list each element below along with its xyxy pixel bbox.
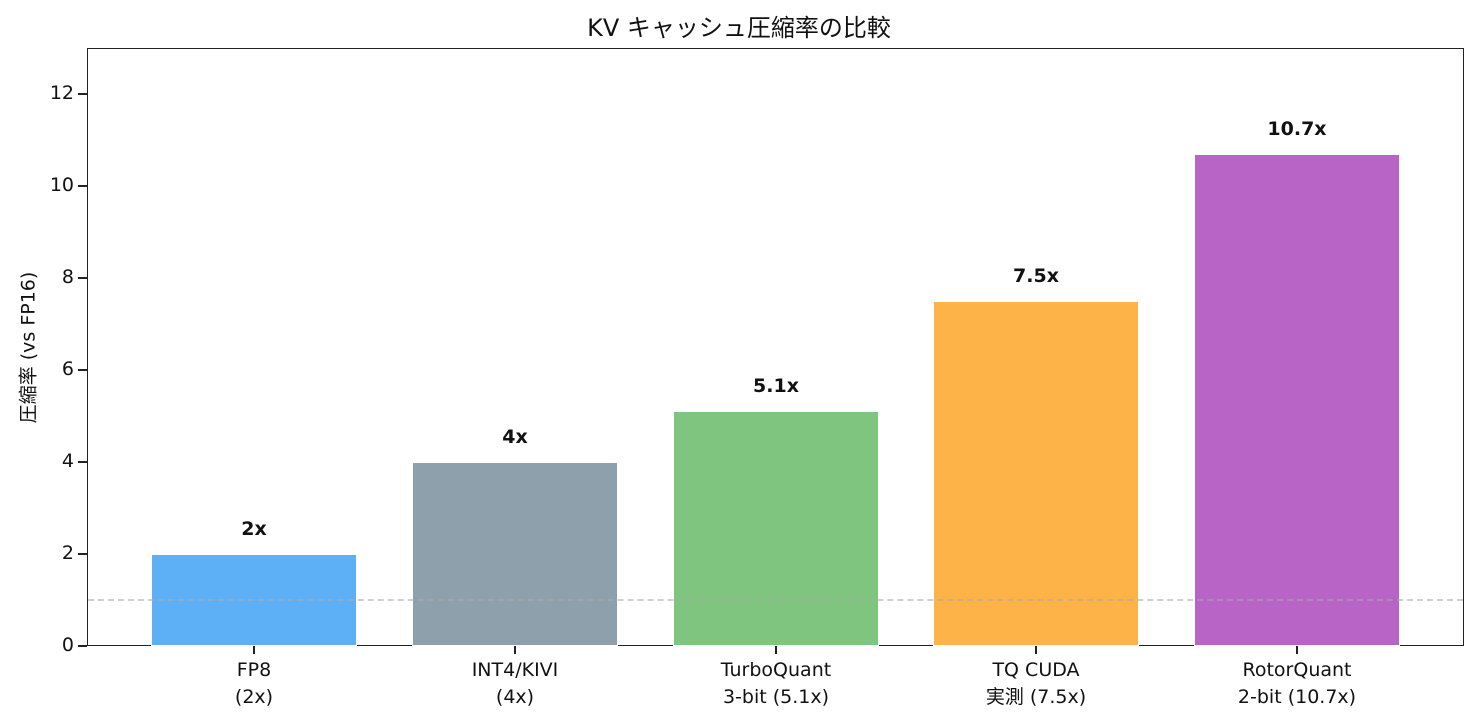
x-tick-label-line: 3-bit (5.1x) [722, 686, 830, 708]
x-tick-label: RotorQuant 2-bit (10.7x) [1197, 657, 1397, 711]
x-tick-label-line: FP8 [236, 659, 272, 681]
bar [412, 462, 618, 646]
bar-value-label: 4x [502, 426, 528, 448]
x-tick-label-line: INT4/KIVI [471, 659, 559, 681]
x-tick-label-line: 2-bit (10.7x) [1237, 686, 1357, 708]
y-tick [78, 277, 87, 279]
y-tick [78, 369, 87, 371]
bar-value-label: 2x [241, 518, 267, 540]
x-tick [253, 646, 255, 654]
y-tick [78, 185, 87, 187]
bar-value-label: 10.7x [1267, 117, 1327, 140]
bar [673, 411, 879, 646]
x-tick [1296, 646, 1298, 654]
x-tick-label-line: (4x) [495, 686, 535, 708]
bar [1194, 153, 1400, 646]
x-tick [775, 646, 777, 654]
x-tick-label-line: (2x) [234, 686, 274, 708]
x-tick-label-line: RotorQuant [1242, 659, 1352, 681]
reference-line-fp16 [88, 599, 1463, 601]
x-tick-label: TurboQuant 3-bit (5.1x) [676, 657, 876, 711]
y-tick-label: 10 [49, 174, 74, 196]
y-tick [78, 461, 87, 463]
y-tick [78, 553, 87, 555]
y-tick [78, 645, 87, 647]
x-tick-label-line: 実測 (7.5x) [985, 686, 1087, 708]
x-tick-label-line: TQ CUDA [992, 659, 1080, 681]
y-tick-label: 8 [61, 266, 74, 288]
x-tick-label: FP8 (2x) [154, 657, 354, 711]
y-tick-label: 0 [61, 634, 74, 656]
x-tick [514, 646, 516, 654]
y-axis-label: 圧縮率 (vs FP16) [17, 271, 40, 424]
x-tick-label: TQ CUDA 実測 (7.5x) [936, 657, 1136, 711]
chart-title: KV キャッシュ圧縮率の比較 [587, 14, 891, 42]
bar [933, 301, 1139, 646]
x-tick-label: INT4/KIVI (4x) [415, 657, 615, 711]
y-tick-label: 6 [61, 358, 74, 380]
x-tick [1035, 646, 1037, 654]
bar-value-label: 7.5x [1013, 265, 1059, 287]
y-tick [78, 93, 87, 95]
y-tick-label: 2 [61, 542, 74, 564]
bar-value-label: 5.1x [753, 375, 799, 398]
x-tick-label-line: TurboQuant [720, 659, 832, 681]
y-tick-label: 4 [61, 450, 74, 472]
y-tick-label: 12 [49, 82, 74, 104]
